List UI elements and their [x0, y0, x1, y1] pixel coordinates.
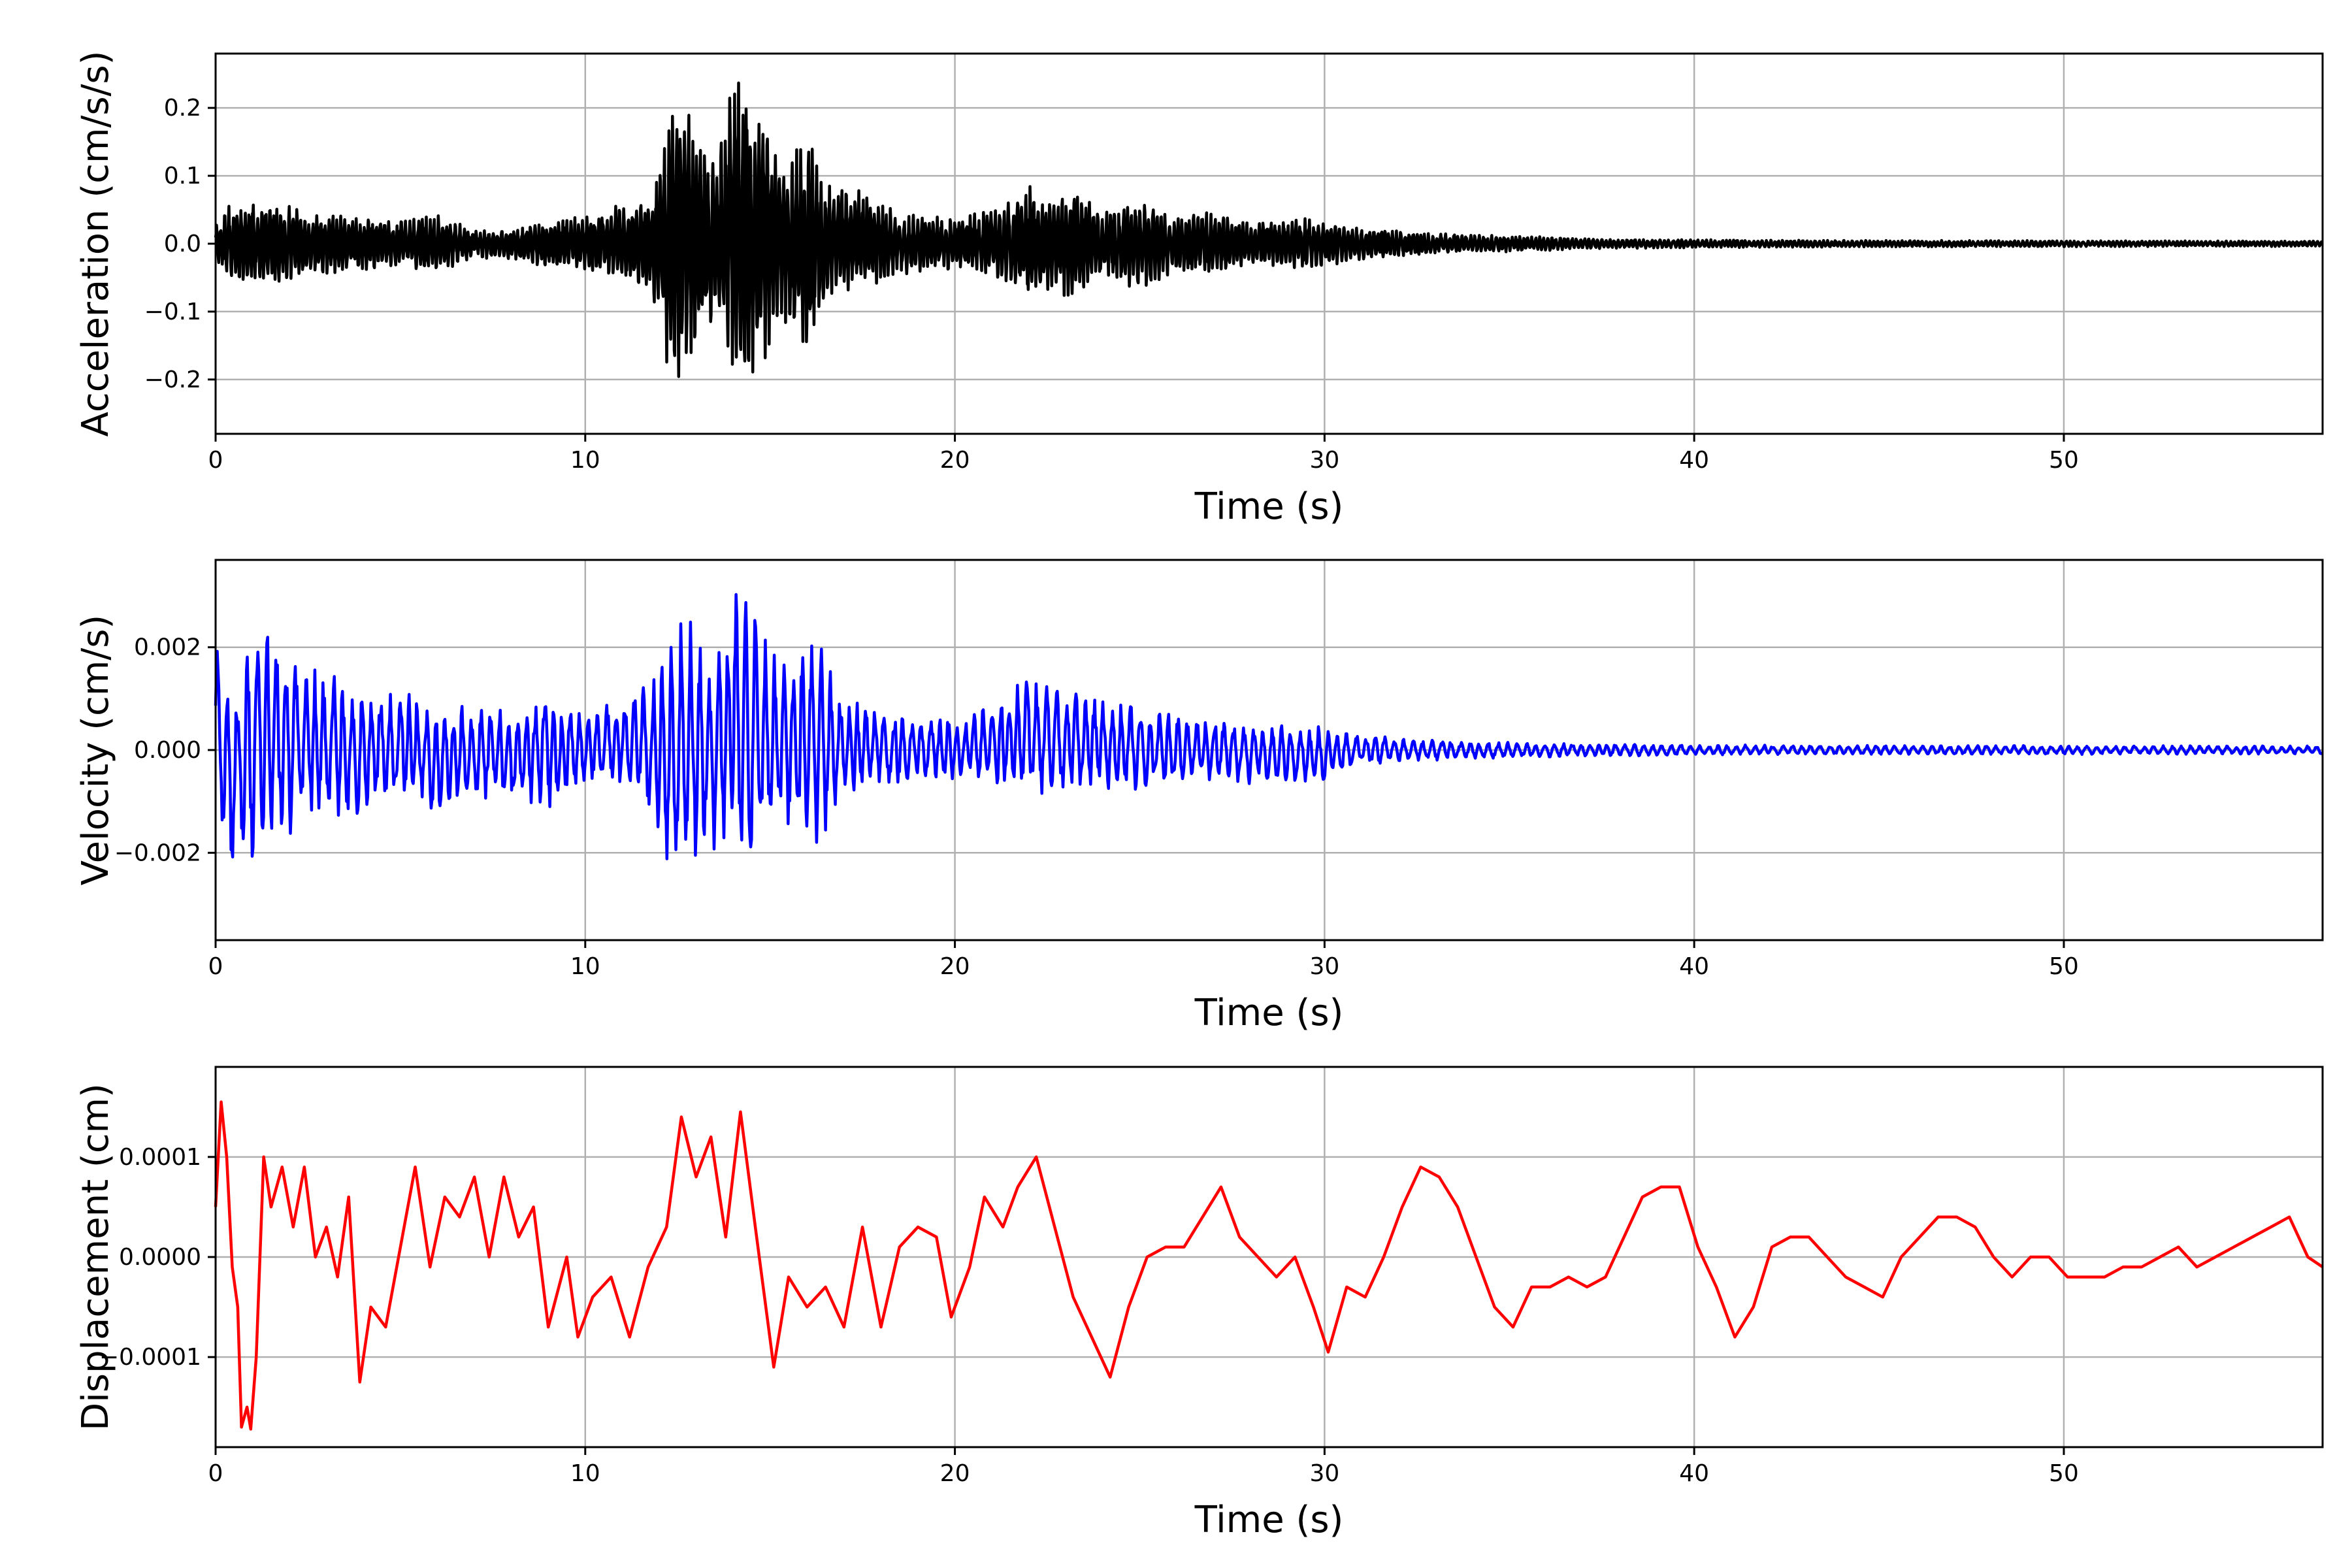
y-tick-label: −0.1 — [144, 299, 201, 325]
x-tick-label: 40 — [1679, 1460, 1709, 1487]
x-axis-label: Time (s) — [1194, 1499, 1344, 1541]
series-line — [214, 593, 2323, 860]
acceleration-panel: 0 10 20 30 40 50 −0.2 −0.1 0.0 0.1 0.2 Time (s) Acce… — [74, 51, 2324, 528]
velocity-panel: 0 10 20 30 40 50 −0.002 0.000 0.002 Time (s) Veloc… — [74, 559, 2324, 1034]
x-tick-label: 20 — [940, 1460, 970, 1487]
y-axis-label: Acceleration (cm/s/s) — [74, 51, 117, 437]
x-tick-label: 0 — [208, 953, 223, 980]
y-axis-label: Displacement (cm) — [74, 1083, 117, 1431]
y-tick-label: 0.0001 — [119, 1144, 201, 1171]
series-line — [214, 81, 2323, 378]
displacement-panel: 0 10 20 30 40 50 −0.0001 0.0000 0.0001 Time (s) Di… — [74, 1066, 2324, 1541]
y-axis-label: Velocity (cm/s) — [74, 615, 117, 886]
x-tick-label: 20 — [940, 953, 970, 980]
x-tick-label: 50 — [2049, 1460, 2079, 1487]
y-tick-label: 0.0 — [164, 231, 201, 257]
x-tick-label: 0 — [208, 1460, 223, 1487]
x-tick-label: 50 — [2049, 447, 2079, 474]
x-tick-label: 50 — [2049, 953, 2079, 980]
x-tick-label: 30 — [1309, 447, 1339, 474]
x-tick-label: 30 — [1309, 1460, 1339, 1487]
x-tick-label: 30 — [1309, 953, 1339, 980]
y-tick-label: −0.2 — [144, 367, 201, 393]
x-tick-label: 10 — [570, 953, 600, 980]
y-tick-label: −0.002 — [114, 840, 201, 866]
y-tick-label: 0.000 — [134, 737, 201, 764]
series-line — [214, 1100, 2324, 1431]
y-tick-label: 0.2 — [164, 95, 201, 122]
x-axis-label: Time (s) — [1194, 485, 1344, 528]
x-axis-label: Time (s) — [1194, 992, 1344, 1034]
x-tick-label: 10 — [570, 447, 600, 474]
x-tick-label: 20 — [940, 447, 970, 474]
x-tick-label: 10 — [570, 1460, 600, 1487]
x-tick-label: 0 — [208, 447, 223, 474]
x-tick-label: 40 — [1679, 953, 1709, 980]
y-tick-label: 0.1 — [164, 163, 201, 189]
y-tick-label: 0.002 — [134, 634, 201, 661]
y-tick-label: −0.0001 — [99, 1344, 201, 1371]
y-tick-label: 0.0000 — [119, 1244, 201, 1271]
x-tick-label: 40 — [1679, 447, 1709, 474]
